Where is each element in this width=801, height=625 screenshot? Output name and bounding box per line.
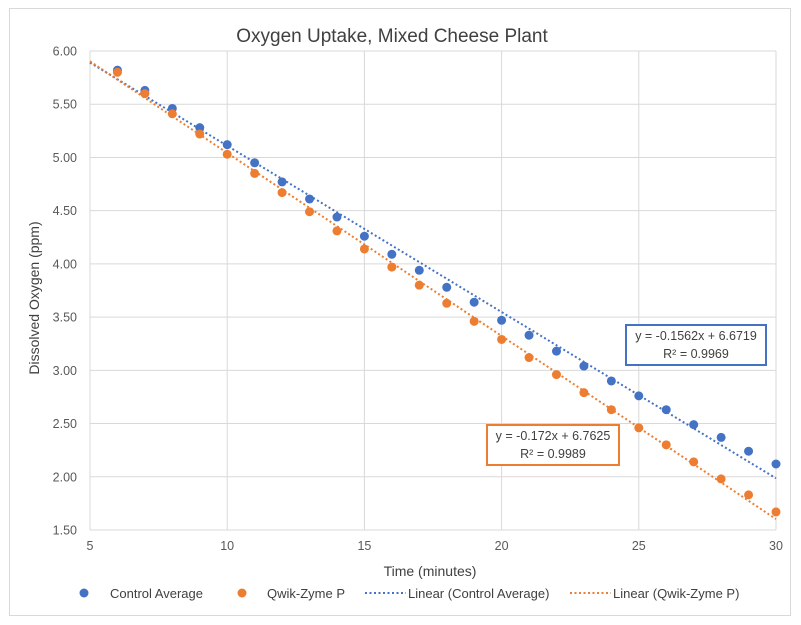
x-tick-label: 5 (87, 539, 94, 553)
gridlines (89, 50, 777, 531)
data-point-control (442, 282, 452, 292)
x-tick-label: 10 (220, 539, 234, 553)
data-point-qwik (771, 507, 781, 517)
data-point-qwik (524, 353, 534, 363)
legend-marker-control (79, 588, 89, 598)
data-point-qwik (606, 405, 616, 415)
y-tick-label: 1.50 (53, 524, 77, 538)
data-point-qwik (579, 388, 589, 398)
data-point-control (771, 459, 781, 469)
legend-marker-qwik (237, 588, 247, 598)
r-squared-qwik: R² = 0.9989 (520, 447, 586, 461)
trendline-equation-qwik: y = -0.172x + 6.7625 R² = 0.9989 (486, 424, 620, 466)
data-point-control (716, 432, 726, 442)
data-point-qwik (414, 280, 424, 290)
data-point-qwik (167, 109, 177, 119)
data-point-control (551, 346, 561, 356)
data-point-qwik (551, 370, 561, 380)
data-point-control (414, 265, 424, 275)
legend-label-linear-qwik: Linear (Qwik-Zyme P) (613, 586, 739, 601)
y-tick-label: 3.50 (53, 311, 77, 325)
data-point-control (250, 158, 260, 168)
equation-box-qwik (486, 424, 620, 466)
y-tick-label: 3.00 (53, 364, 77, 378)
equation-control: y = -0.1562x + 6.6719 (635, 329, 757, 343)
equation-qwik: y = -0.172x + 6.7625 (496, 429, 611, 443)
x-tick-label: 25 (632, 539, 646, 553)
data-point-qwik (442, 298, 452, 308)
data-point-qwik (387, 262, 397, 272)
y-tick-label: 6.00 (53, 45, 77, 59)
legend-label-qwik: Qwik-Zyme P (267, 586, 345, 601)
trendline-equation-control: y = -0.1562x + 6.6719 R² = 0.9969 (625, 324, 767, 366)
data-point-control (469, 297, 479, 307)
axes: 1.50 2.00 2.50 3.00 3.50 4.00 4.50 5.00 5.50 6.00… (53, 45, 783, 554)
legend-item-linear-control: Linear (Control Average) (365, 586, 549, 601)
y-tick-label: 5.50 (53, 98, 77, 112)
data-point-control (524, 330, 534, 340)
data-point-control (305, 194, 315, 204)
data-points (112, 65, 781, 517)
legend-label-control: Control Average (110, 586, 203, 601)
x-axis-title: Time (minutes) (384, 563, 477, 579)
x-tick-label: 15 (357, 539, 371, 553)
y-axis-title: Dissolved Oxygen (ppm) (26, 221, 42, 374)
x-tick-label: 30 (769, 539, 783, 553)
data-point-qwik (359, 244, 369, 254)
data-point-qwik (277, 188, 287, 198)
y-tick-label: 2.00 (53, 470, 77, 484)
legend: Control Average Qwik-Zyme P Linear (Cont… (79, 586, 739, 601)
y-tick-label: 2.50 (53, 417, 77, 431)
chart-svg: Oxygen Uptake, Mixed Cheese Plant 1.50 2.… (26, 26, 783, 601)
data-point-control (744, 446, 754, 456)
trendlines (89, 60, 777, 520)
data-point-control (359, 231, 369, 241)
data-point-control (387, 249, 397, 259)
chart-frame: Oxygen Uptake, Mixed Cheese Plant 1.50 2.… (9, 8, 791, 616)
data-point-qwik (332, 226, 342, 236)
data-point-control (277, 177, 287, 187)
data-point-qwik (195, 129, 205, 139)
data-point-control (222, 140, 232, 150)
data-point-qwik (469, 316, 479, 326)
data-point-qwik (497, 334, 507, 344)
data-point-qwik (689, 457, 699, 467)
trendline-control (89, 61, 777, 480)
data-point-qwik (661, 440, 671, 450)
legend-item-control: Control Average (79, 586, 203, 601)
r-squared-control: R² = 0.9969 (663, 347, 729, 361)
y-tick-label: 4.00 (53, 257, 77, 271)
data-point-qwik (112, 67, 122, 77)
y-tick-label: 4.50 (53, 204, 77, 218)
data-point-qwik (744, 490, 754, 500)
data-point-qwik (716, 474, 726, 484)
legend-item-linear-qwik: Linear (Qwik-Zyme P) (570, 586, 739, 601)
data-point-qwik (634, 423, 644, 433)
data-point-control (689, 420, 699, 430)
data-point-qwik (305, 207, 315, 217)
data-point-qwik (140, 89, 150, 99)
data-point-control (332, 212, 342, 222)
data-point-control (497, 315, 507, 325)
data-point-control (579, 361, 589, 371)
data-point-control (661, 405, 671, 415)
data-point-control (606, 376, 616, 386)
data-point-control (634, 391, 644, 401)
trendline-qwik (89, 60, 777, 520)
chart-title: Oxygen Uptake, Mixed Cheese Plant (236, 26, 548, 47)
legend-item-qwik: Qwik-Zyme P (237, 586, 345, 601)
legend-label-linear-control: Linear (Control Average) (408, 586, 549, 601)
x-tick-label: 20 (495, 539, 509, 553)
data-point-control (195, 123, 205, 133)
data-point-qwik (222, 149, 232, 159)
data-point-qwik (250, 168, 260, 178)
equation-box-control (625, 324, 767, 366)
y-tick-label: 5.00 (53, 151, 77, 165)
